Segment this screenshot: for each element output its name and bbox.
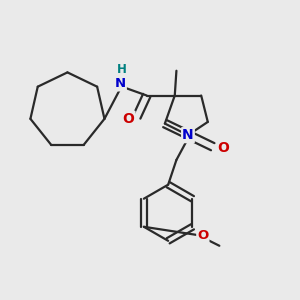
Text: H: H (117, 63, 127, 76)
Text: N: N (115, 77, 126, 91)
Text: O: O (218, 141, 229, 155)
Text: O: O (197, 230, 208, 242)
Text: O: O (123, 112, 134, 126)
Text: N: N (182, 128, 194, 142)
